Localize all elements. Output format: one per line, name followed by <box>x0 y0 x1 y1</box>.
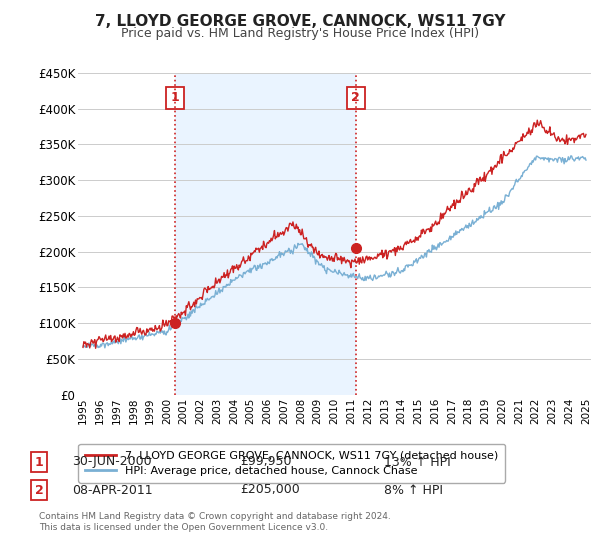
Text: Price paid vs. HM Land Registry's House Price Index (HPI): Price paid vs. HM Land Registry's House … <box>121 27 479 40</box>
Legend: 7, LLOYD GEORGE GROVE, CANNOCK, WS11 7GY (detached house), HPI: Average price, d: 7, LLOYD GEORGE GROVE, CANNOCK, WS11 7GY… <box>79 444 505 483</box>
Text: 1: 1 <box>35 455 43 469</box>
Text: 13% ↑ HPI: 13% ↑ HPI <box>384 455 451 469</box>
Text: 8% ↑ HPI: 8% ↑ HPI <box>384 483 443 497</box>
Text: £99,950: £99,950 <box>240 455 292 469</box>
Text: 1: 1 <box>171 91 179 104</box>
Text: 30-JUN-2000: 30-JUN-2000 <box>72 455 152 469</box>
Text: 2: 2 <box>352 91 360 104</box>
Bar <box>175 73 356 395</box>
Text: £205,000: £205,000 <box>240 483 300 497</box>
Text: This data is licensed under the Open Government Licence v3.0.: This data is licensed under the Open Gov… <box>39 523 328 532</box>
Text: 2: 2 <box>35 483 43 497</box>
Text: 7, LLOYD GEORGE GROVE, CANNOCK, WS11 7GY: 7, LLOYD GEORGE GROVE, CANNOCK, WS11 7GY <box>95 14 505 29</box>
Text: 08-APR-2011: 08-APR-2011 <box>72 483 152 497</box>
Text: Contains HM Land Registry data © Crown copyright and database right 2024.: Contains HM Land Registry data © Crown c… <box>39 512 391 521</box>
